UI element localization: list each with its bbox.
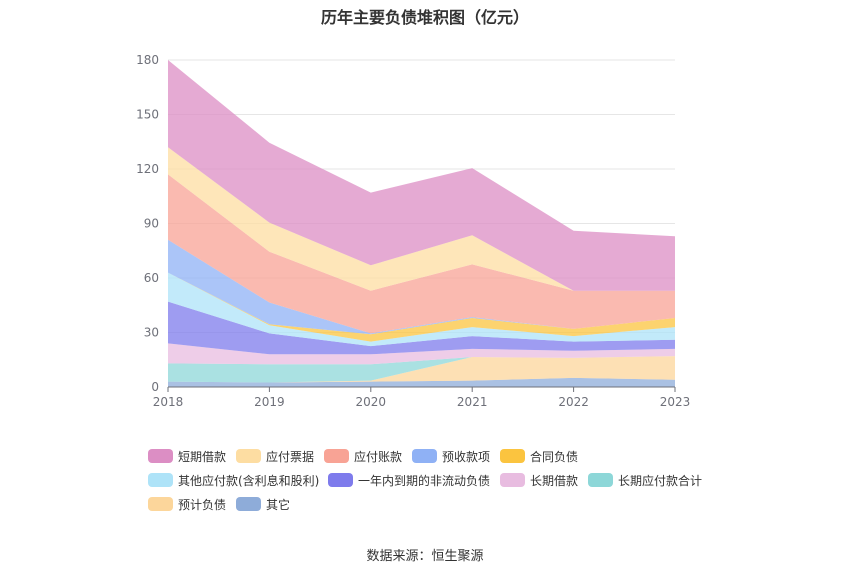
legend-label: 应付票据 xyxy=(266,449,315,464)
legend-item[interactable]: 应付票据 xyxy=(236,447,314,465)
legend-swatch xyxy=(500,473,525,487)
legend-swatch xyxy=(328,473,353,487)
x-tick-label: 2019 xyxy=(254,395,285,409)
legend-label: 预计负债 xyxy=(178,497,227,512)
legend-item[interactable]: 短期借款 xyxy=(148,447,226,465)
chart-plot: 0 30 60 90 120 150 180 2018 2019 2020 2021 2022 2023 xyxy=(136,53,690,409)
y-tick-label: 30 xyxy=(144,326,159,340)
x-tick-label: 2018 xyxy=(153,395,184,409)
legend-swatch xyxy=(588,473,613,487)
legend-swatch xyxy=(500,449,525,463)
legend-item[interactable]: 预计负债 xyxy=(148,495,226,513)
legend-swatch xyxy=(236,497,261,511)
y-tick-label: 180 xyxy=(136,53,159,67)
y-tick-label: 90 xyxy=(144,217,159,231)
area-一年内到期的非流动负债 xyxy=(168,301,675,355)
x-tick-label: 2023 xyxy=(660,395,691,409)
legend-item[interactable]: 其它 xyxy=(236,495,290,513)
y-tick-label: 150 xyxy=(136,108,159,122)
x-tick-label: 2020 xyxy=(356,395,387,409)
y-tick-label: 0 xyxy=(151,380,159,394)
y-tick-label: 120 xyxy=(136,162,159,176)
area-长期应付款合计 xyxy=(168,356,675,383)
legend-swatch xyxy=(324,449,349,463)
area-series xyxy=(168,60,675,387)
legend-label: 预收款项 xyxy=(442,449,491,464)
legend-item[interactable]: 应付账款 xyxy=(324,447,402,465)
legend-item[interactable]: 长期应付款合计 xyxy=(588,471,702,489)
legend-item[interactable]: 合同负债 xyxy=(500,447,578,465)
axes: 0 30 60 90 120 150 180 2018 2019 2020 2021 2022 2023 xyxy=(136,53,690,409)
source-note: 数据来源：恒生聚源 xyxy=(366,549,484,564)
legend-label: 其它 xyxy=(266,497,291,512)
legend-label: 合同负债 xyxy=(530,449,579,464)
area-短期借款 xyxy=(168,60,675,291)
legend-item[interactable]: 一年内到期的非流动负债 xyxy=(328,471,490,489)
x-tick-label: 2022 xyxy=(558,395,589,409)
legend-swatch xyxy=(236,449,261,463)
chart-title: 历年主要负债堆积图（亿元） xyxy=(320,8,529,27)
area-应付票据 xyxy=(168,147,675,291)
area-应付账款 xyxy=(168,174,675,334)
area-长期借款 xyxy=(168,343,675,365)
legend-swatch xyxy=(412,449,437,463)
legend-label: 应付账款 xyxy=(354,449,403,464)
area-其他应付款(含利息和股利) xyxy=(168,272,675,347)
area-其它 xyxy=(168,377,675,387)
legend-label: 一年内到期的非流动负债 xyxy=(358,473,491,488)
legend-item[interactable]: 预收款项 xyxy=(412,447,490,465)
legend-item[interactable]: 长期借款 xyxy=(500,471,578,489)
legend-label: 其他应付款(含利息和股利) xyxy=(178,473,320,488)
legend-swatch xyxy=(148,473,173,487)
area-合同负债 xyxy=(168,272,675,342)
legend-item[interactable]: 其他应付款(含利息和股利) xyxy=(148,471,319,489)
area-预收款项 xyxy=(168,239,675,335)
area-预计负债 xyxy=(168,356,675,383)
y-tick-label: 60 xyxy=(144,271,159,285)
legend-swatch xyxy=(148,497,173,511)
x-tick-label: 2021 xyxy=(457,395,488,409)
legend-label: 长期借款 xyxy=(530,473,579,488)
legend-label: 短期借款 xyxy=(178,449,227,464)
legend-label: 长期应付款合计 xyxy=(618,473,703,488)
legend-swatch xyxy=(148,449,173,463)
